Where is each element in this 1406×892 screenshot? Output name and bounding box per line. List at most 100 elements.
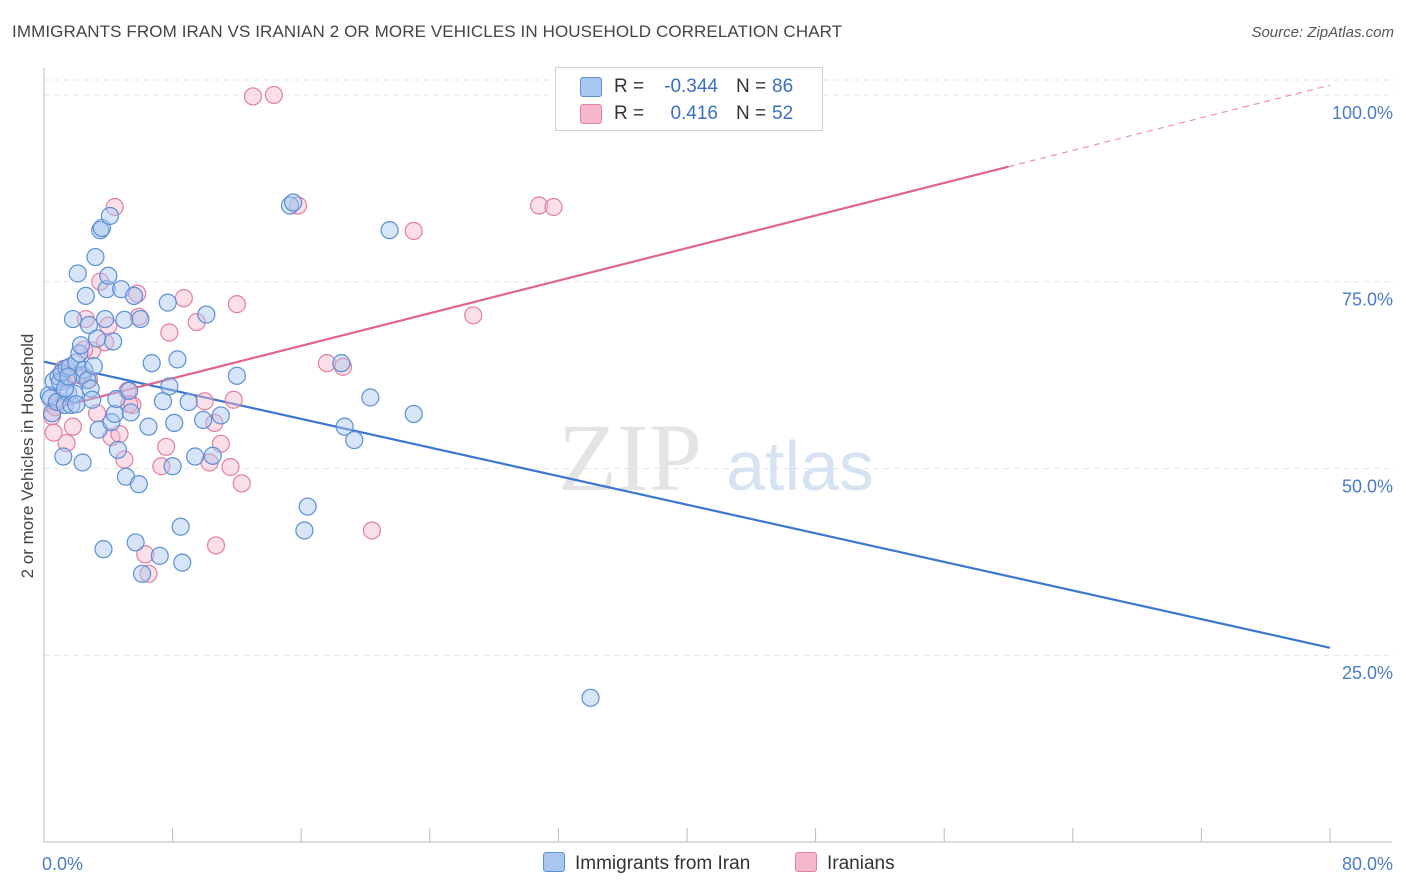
point-immigrants-from-iran xyxy=(105,404,124,424)
legend-swatch-iranians xyxy=(580,104,602,124)
point-immigrants-from-iran xyxy=(194,410,213,430)
point-iranians xyxy=(139,564,158,583)
axes xyxy=(43,68,1392,843)
point-immigrants-from-iran xyxy=(131,309,150,329)
point-immigrants-from-iran xyxy=(179,392,198,412)
point-immigrants-from-iran xyxy=(295,521,314,540)
trend-line-extension-1 xyxy=(1008,84,1331,168)
point-iranians xyxy=(232,474,251,493)
bottom-legend-iran[interactable]: Immigrants from Iran xyxy=(543,852,750,875)
point-iranians xyxy=(157,437,176,456)
point-iranians xyxy=(195,392,214,411)
trend-line-1 xyxy=(43,165,1009,413)
point-immigrants-from-iran xyxy=(158,293,177,312)
point-immigrants-from-iran xyxy=(120,381,139,400)
point-immigrants-from-iran xyxy=(298,497,317,516)
point-immigrants-from-iran xyxy=(361,388,380,407)
point-immigrants-from-iran xyxy=(94,540,113,559)
point-immigrants-from-iran xyxy=(173,553,192,572)
point-immigrants-from-iran xyxy=(59,367,78,386)
point-immigrants-from-iran xyxy=(335,417,354,436)
point-immigrants-from-iran xyxy=(124,286,144,305)
point-immigrants-from-iran xyxy=(86,247,105,267)
point-immigrants-from-iran xyxy=(581,688,600,707)
point-immigrants-from-iran xyxy=(100,206,120,226)
legend-label-iranians: Iranians xyxy=(827,853,895,874)
point-immigrants-from-iran xyxy=(197,305,216,324)
point-immigrants-from-iran xyxy=(79,315,99,335)
point-immigrants-from-iran xyxy=(280,196,300,215)
point-immigrants-from-iran xyxy=(121,403,140,422)
point-immigrants-from-iran xyxy=(68,264,87,283)
y-tick-label: 25.0% xyxy=(1342,663,1393,683)
bottom-legend-iranians[interactable]: Iranians xyxy=(795,852,895,875)
point-iranians xyxy=(404,221,423,241)
point-immigrants-from-iran xyxy=(160,377,179,396)
watermark: ZIP atlas xyxy=(558,404,874,511)
point-iranians xyxy=(243,87,263,106)
x-tick-label: 80.0% xyxy=(1342,854,1393,874)
legend-n-label: N = xyxy=(736,76,767,97)
point-immigrants-from-iran xyxy=(142,354,161,373)
y-tick-labels: 25.0% 50.0% 75.0% 100.0% xyxy=(1332,103,1393,683)
y-tick-label: 50.0% xyxy=(1342,476,1393,496)
legend-r-label: R = xyxy=(614,103,645,124)
legend-row-iran: R = -0.344 N = 86 xyxy=(556,73,822,101)
point-immigrants-from-iran xyxy=(150,546,169,565)
point-immigrants-from-iran xyxy=(126,533,145,552)
point-immigrants-from-iran xyxy=(153,392,173,411)
point-immigrants-from-iran xyxy=(107,389,126,409)
point-immigrants-from-iran xyxy=(54,447,73,466)
point-immigrants-from-iran xyxy=(139,417,158,436)
point-immigrants-from-iran xyxy=(203,446,222,465)
point-immigrants-from-iran xyxy=(73,453,92,472)
point-immigrants-from-iran xyxy=(380,221,399,240)
point-immigrants-from-iran xyxy=(404,404,423,424)
point-immigrants-from-iran xyxy=(115,310,134,329)
point-iranians xyxy=(205,413,224,432)
gridlines xyxy=(44,79,1395,656)
source-credit: Source: ZipAtlas.com xyxy=(1251,24,1394,41)
point-iranians xyxy=(206,536,226,555)
legend-swatch-iran xyxy=(543,852,565,872)
point-immigrants-from-iran xyxy=(345,430,364,450)
point-iranians xyxy=(530,196,549,215)
point-immigrants-from-iran xyxy=(63,309,83,329)
data-points xyxy=(39,85,600,707)
point-immigrants-from-iran xyxy=(75,360,94,379)
point-immigrants-from-iran xyxy=(42,404,62,423)
legend-swatch-iranians xyxy=(795,852,817,872)
point-immigrants-from-iran xyxy=(165,413,184,432)
point-immigrants-from-iran xyxy=(227,366,246,385)
legend-row-iranians: R = 0.416 N = 52 xyxy=(556,100,822,128)
point-immigrants-from-iran xyxy=(171,517,190,536)
watermark-atlas: atlas xyxy=(726,427,874,505)
point-iranians xyxy=(224,390,243,409)
y-tick-label: 75.0% xyxy=(1342,290,1393,310)
legend-r-value: 0.416 xyxy=(670,103,718,124)
point-immigrants-from-iran xyxy=(83,390,102,409)
point-immigrants-from-iran xyxy=(87,329,107,348)
point-immigrants-from-iran xyxy=(284,193,303,212)
point-immigrants-from-iran xyxy=(129,475,148,494)
point-iranians xyxy=(136,545,155,564)
point-iranians xyxy=(160,323,179,342)
point-immigrants-from-iran xyxy=(99,266,118,285)
point-immigrants-from-iran xyxy=(186,447,205,466)
point-iranians xyxy=(187,312,206,332)
point-immigrants-from-iran xyxy=(95,309,115,329)
point-immigrants-from-iran xyxy=(97,280,116,299)
chart-title: IMMIGRANTS FROM IRAN VS IRANIAN 2 OR MOR… xyxy=(12,22,843,41)
point-iranians xyxy=(544,197,563,217)
point-immigrants-from-iran xyxy=(84,357,103,376)
point-iranians xyxy=(221,457,240,477)
legend-n-value: 86 xyxy=(772,76,794,97)
point-immigrants-from-iran xyxy=(62,395,81,415)
point-immigrants-from-iran xyxy=(168,350,187,369)
legend-r-value: -0.344 xyxy=(664,76,718,97)
trend-line-0 xyxy=(43,360,1331,649)
watermark-zip: ZIP xyxy=(558,404,702,511)
point-iranians xyxy=(264,85,283,105)
point-iranians xyxy=(44,423,63,442)
